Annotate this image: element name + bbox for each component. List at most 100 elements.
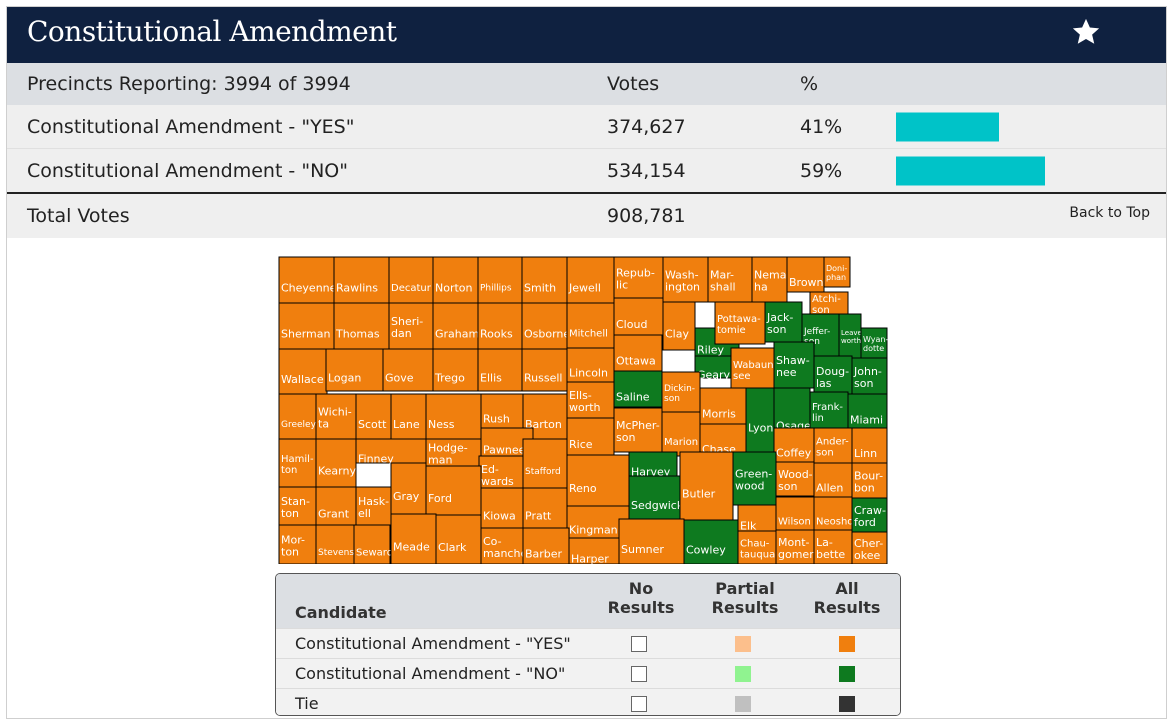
county-stan-ton[interactable] [278, 486, 318, 526]
county-doni-phan[interactable] [823, 256, 851, 288]
county-lincoln[interactable] [566, 347, 615, 383]
county-trego[interactable] [432, 348, 479, 392]
county-brown[interactable] [786, 256, 825, 293]
county-shaw-nee[interactable] [773, 341, 815, 389]
choice-percent: 41% [800, 115, 843, 138]
back-to-top-link[interactable]: Back to Top [1069, 205, 1150, 221]
choice-votes: 534,154 [607, 159, 686, 182]
county-bour-bon[interactable] [851, 462, 888, 499]
county-norton[interactable] [432, 256, 479, 304]
star-icon[interactable] [1071, 17, 1101, 47]
county-label: La-bette [816, 536, 845, 561]
county-mor-ton[interactable] [278, 524, 318, 564]
county-mitchell[interactable] [566, 302, 615, 349]
county-label: Doni-phan [826, 264, 847, 282]
county-elk[interactable] [737, 504, 777, 532]
county-logan[interactable] [325, 348, 385, 392]
county-nema-ha[interactable] [751, 256, 788, 303]
county-cowley[interactable] [683, 519, 739, 564]
county-hamil-ton[interactable] [278, 438, 318, 488]
county-pratt[interactable] [522, 487, 568, 529]
county-label: Gove [385, 372, 414, 385]
county-mont-gomery[interactable] [775, 529, 817, 564]
county-label: Ottawa [616, 355, 656, 368]
county-gove[interactable] [382, 348, 434, 392]
county-sedgwick[interactable] [628, 475, 681, 520]
county-linn[interactable] [851, 427, 888, 464]
county-reno[interactable] [566, 454, 630, 507]
county-meade[interactable] [390, 513, 437, 564]
county-label: Miami [850, 414, 883, 427]
percent-column-header: % [800, 73, 819, 95]
county-doug-las[interactable] [813, 355, 853, 397]
county-grant[interactable] [315, 486, 357, 526]
county-marion[interactable] [661, 411, 701, 457]
county-label: Sheri-dan [391, 315, 423, 340]
county-clay[interactable] [662, 301, 696, 351]
county-ells-worth[interactable] [566, 381, 615, 419]
county-jewell[interactable] [566, 256, 615, 304]
county-wichi-ta[interactable] [315, 393, 357, 440]
county-label: Clay [665, 328, 689, 341]
county-ellis[interactable] [477, 348, 524, 392]
county-hodge-man[interactable] [425, 438, 482, 467]
county-cheyenne[interactable] [278, 256, 336, 304]
county-greeley[interactable] [278, 393, 318, 440]
county-morris[interactable] [699, 387, 747, 425]
county-osborne[interactable] [521, 302, 569, 350]
total-votes-label: Total Votes [27, 205, 130, 227]
all-results-swatch [839, 666, 855, 682]
county-mcpher-son[interactable] [613, 407, 663, 453]
county-sherman[interactable] [278, 302, 336, 350]
county-label: Frank-lin [812, 402, 843, 424]
county-wyan-dotte[interactable] [860, 327, 888, 359]
county-thomas[interactable] [333, 302, 391, 350]
county-lyon[interactable] [745, 387, 775, 453]
county-clark[interactable] [435, 514, 482, 564]
county-graham[interactable] [432, 302, 479, 350]
county-allen[interactable] [813, 462, 853, 498]
county-label: Seward [356, 548, 393, 559]
county-seward[interactable] [353, 524, 391, 564]
county-sheri-dan[interactable] [388, 302, 434, 350]
county-label: Atchi-son [812, 294, 841, 316]
county-decatur[interactable] [388, 256, 434, 304]
county-harper[interactable] [568, 537, 620, 564]
county-coffey[interactable] [773, 427, 815, 463]
county-scott[interactable] [355, 393, 392, 440]
county-label: Riley [697, 344, 725, 357]
votes-column-header: Votes [607, 73, 660, 95]
county-gray[interactable] [390, 462, 427, 515]
county-harvey[interactable] [628, 451, 678, 477]
county-cher-okee[interactable] [851, 531, 888, 564]
county-butler[interactable] [679, 451, 734, 521]
county-dickin-son[interactable] [661, 371, 701, 413]
county-stevens[interactable] [315, 524, 357, 564]
county-label: Allen [816, 482, 843, 495]
county-miami[interactable] [847, 393, 888, 431]
county-rawlins[interactable] [333, 256, 391, 304]
county-rooks[interactable] [477, 302, 524, 350]
county-label: Lyon [748, 422, 773, 435]
county-kearny[interactable] [315, 438, 357, 488]
county-wallace[interactable] [278, 348, 328, 395]
county-label: Ed-wards [481, 463, 514, 488]
county-craw-ford[interactable] [851, 497, 888, 533]
county-russell[interactable] [521, 348, 569, 392]
county-lane[interactable] [390, 393, 427, 440]
county-smith[interactable] [521, 256, 569, 304]
county-sumner[interactable] [618, 518, 685, 564]
county-label: Ness [428, 418, 455, 431]
county-repub-lic[interactable] [613, 256, 664, 299]
county-saline[interactable] [613, 370, 663, 408]
county-ness[interactable] [425, 393, 482, 440]
county-ford[interactable] [425, 465, 482, 516]
county-stafford[interactable] [522, 438, 568, 489]
county-label: Reno [569, 482, 597, 495]
county-ander-son[interactable] [813, 427, 853, 464]
legend-row-label: Constitutional Amendment - "NO" [295, 664, 566, 683]
county-label: Cher-okee [854, 537, 883, 562]
results-header-row: Precincts Reporting: 3994 of 3994 Votes … [7, 63, 1166, 105]
county-mar-shall[interactable] [707, 256, 753, 303]
county-phillips[interactable] [477, 256, 524, 304]
